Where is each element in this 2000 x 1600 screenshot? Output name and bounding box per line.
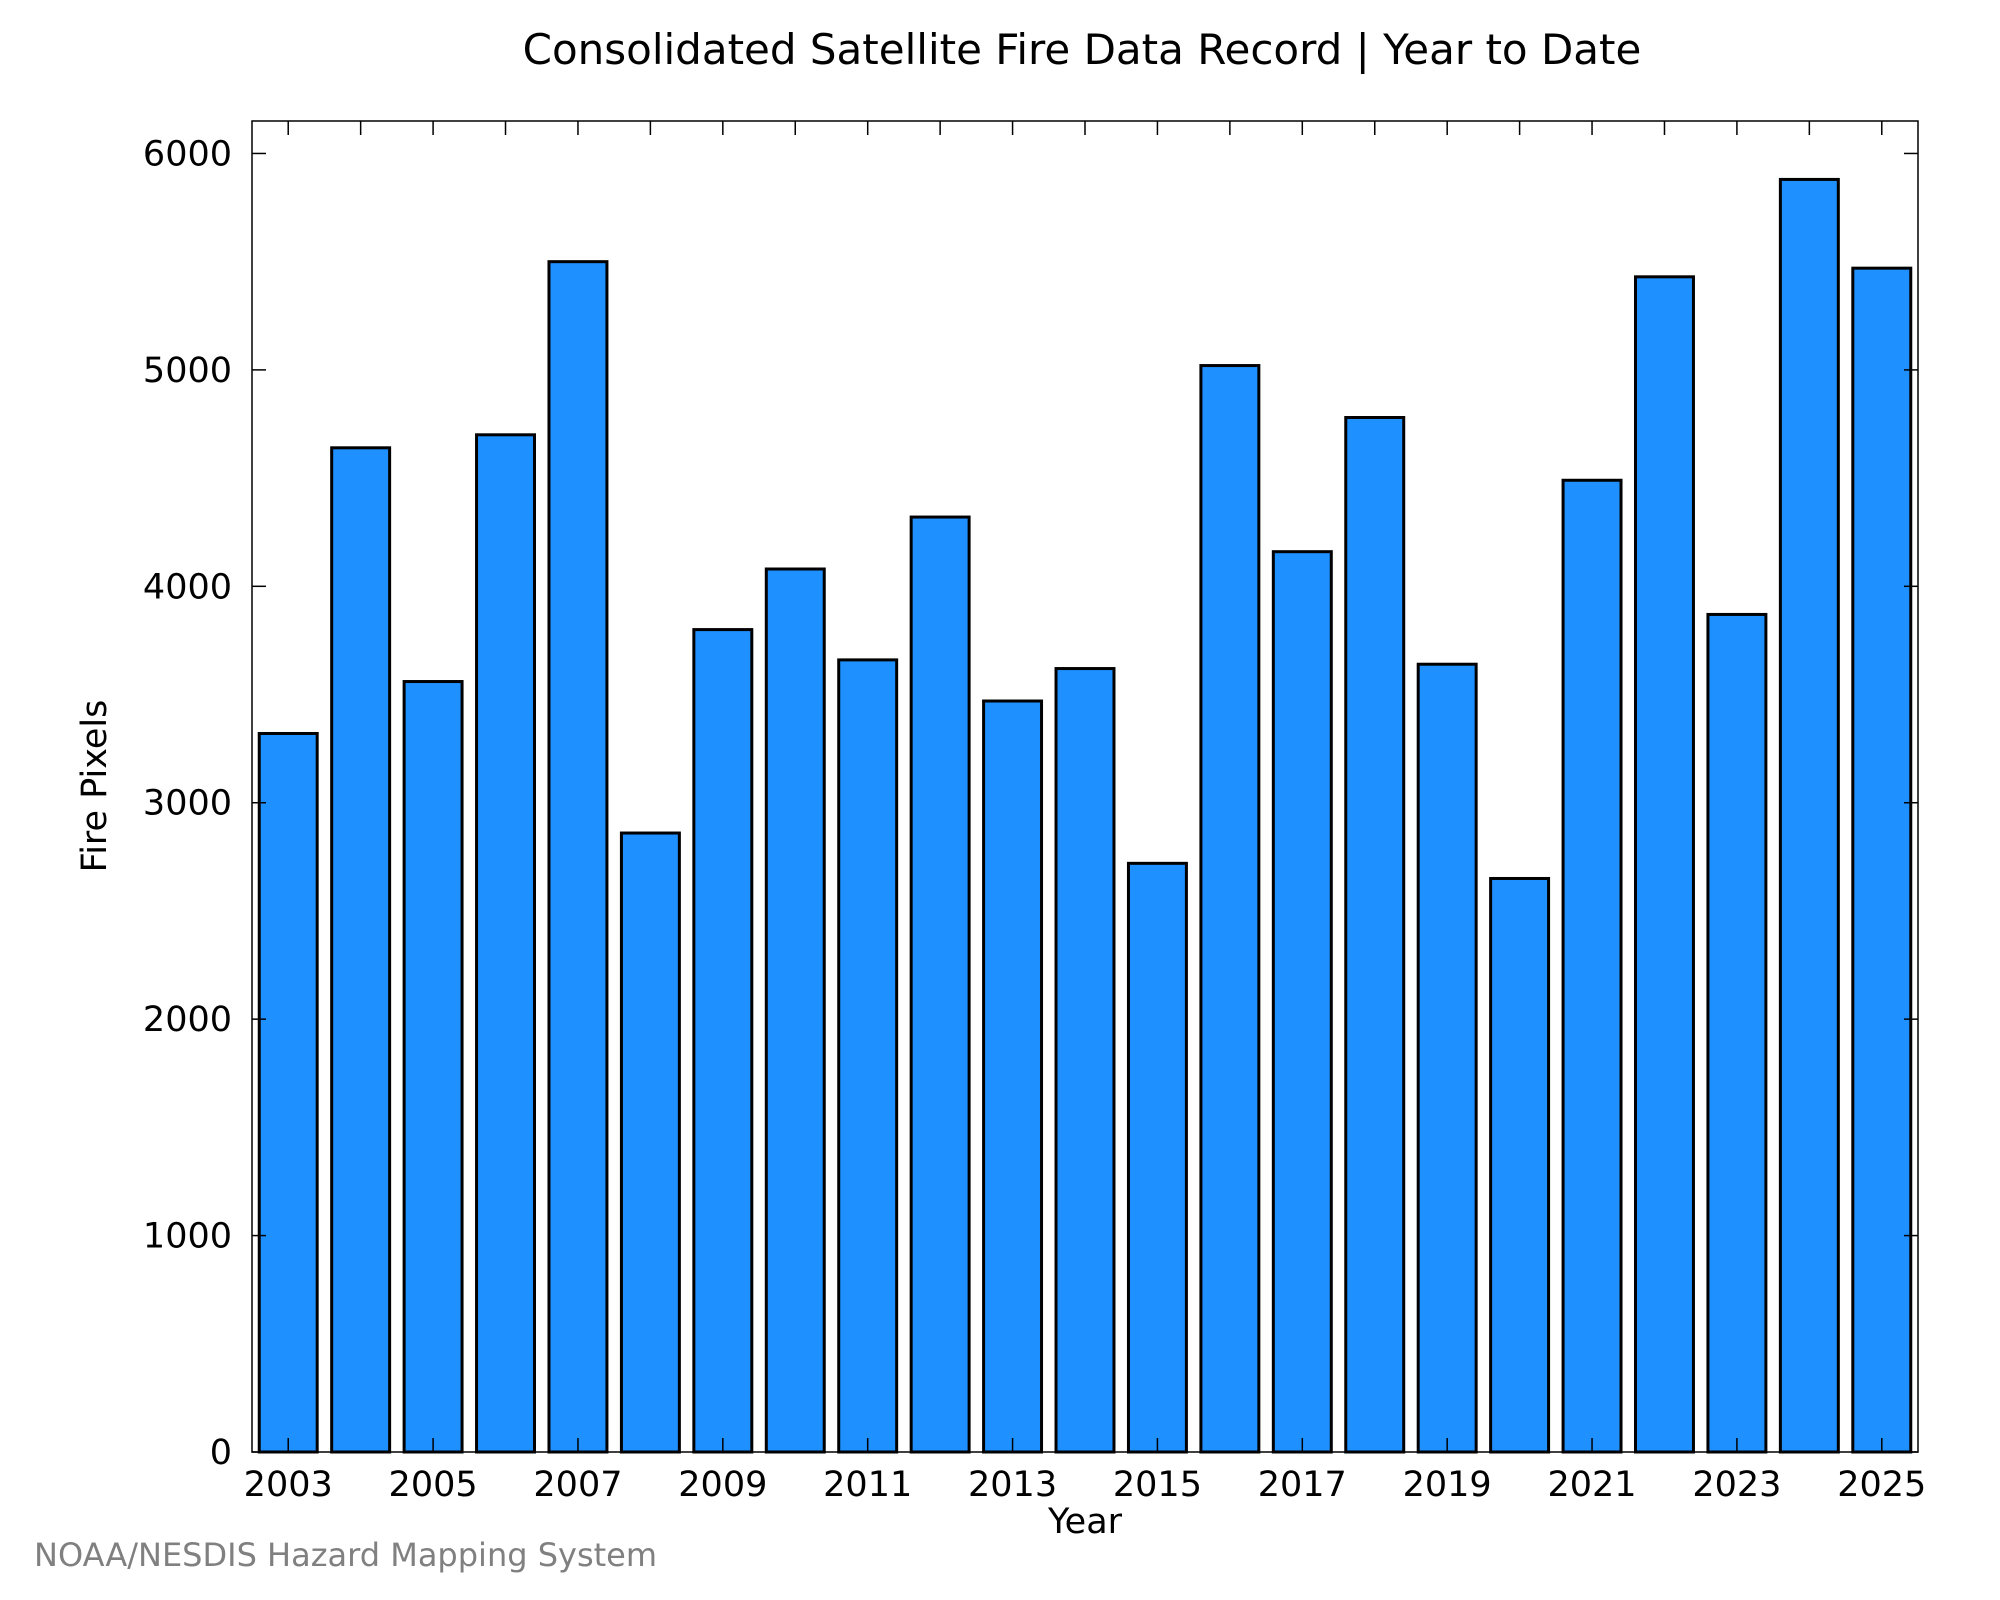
bar-2025 — [1851, 266, 1913, 1454]
x-tick-label: 2013 — [968, 1465, 1057, 1505]
x-tick-label: 2007 — [533, 1465, 622, 1505]
bar-2011 — [837, 658, 899, 1454]
x-tick-label: 2003 — [244, 1465, 333, 1505]
bar-2009 — [692, 628, 754, 1454]
bar-2018 — [1344, 416, 1406, 1454]
y-axis-title: Fire Pixels — [75, 700, 115, 873]
x-axis-tick-labels: 2003 2005 2007 2009 2011 2013 2015 2017 2019 2021… — [244, 1465, 1927, 1505]
bar-2014 — [1054, 667, 1116, 1454]
bar-2021 — [1561, 478, 1623, 1454]
bar-2017 — [1271, 550, 1333, 1454]
bar-2019 — [1416, 662, 1478, 1454]
chart-title: Consolidated Satellite Fire Data Record … — [523, 25, 1642, 74]
bar-2008 — [619, 831, 681, 1454]
bar-2022 — [1634, 275, 1695, 1454]
bar-series — [257, 177, 1913, 1454]
bar-2010 — [764, 567, 826, 1454]
bar-2006 — [475, 433, 536, 1454]
x-tick-label: 2009 — [678, 1465, 767, 1505]
y-tick-label: 1000 — [143, 1217, 232, 1257]
bar-2003 — [257, 731, 319, 1454]
x-tick-label: 2011 — [823, 1465, 912, 1505]
bar-2020 — [1489, 876, 1551, 1454]
y-tick-label: 4000 — [143, 567, 232, 607]
axis-ticks — [252, 121, 1918, 1453]
y-tick-label: 2000 — [143, 1000, 232, 1040]
x-tick-label: 2015 — [1113, 1465, 1202, 1505]
bar-2013 — [982, 699, 1044, 1454]
source-credit: NOAA/NESDIS Hazard Mapping System — [34, 1536, 658, 1574]
bar-2007 — [547, 260, 609, 1454]
y-tick-label: 0 — [210, 1433, 232, 1473]
x-tick-label: 2017 — [1258, 1465, 1347, 1505]
bar-2024 — [1778, 177, 1840, 1454]
bar-2015 — [1126, 861, 1188, 1454]
x-tick-label: 2025 — [1837, 1465, 1926, 1505]
x-tick-label: 2005 — [389, 1465, 478, 1505]
x-axis-title: Year — [1047, 1502, 1123, 1542]
y-tick-label: 6000 — [143, 134, 232, 174]
x-tick-label: 2021 — [1548, 1465, 1637, 1505]
bar-2012 — [909, 515, 971, 1454]
x-tick-label: 2019 — [1403, 1465, 1492, 1505]
bar-2005 — [402, 680, 464, 1454]
bar-2004 — [330, 446, 392, 1454]
x-tick-label: 2023 — [1692, 1465, 1781, 1505]
bar-2023 — [1706, 612, 1768, 1454]
y-tick-label: 3000 — [143, 784, 232, 824]
bar-2016 — [1199, 364, 1261, 1454]
y-tick-label: 5000 — [143, 351, 232, 391]
y-axis-tick-labels: 0 1000 2000 3000 4000 5000 6000 — [143, 134, 232, 1473]
